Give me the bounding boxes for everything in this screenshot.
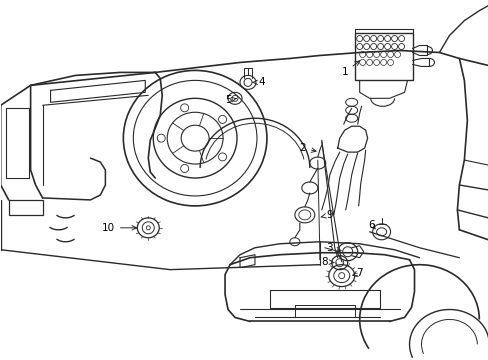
Text: 5: 5 [224, 95, 236, 105]
Text: 2: 2 [299, 143, 315, 153]
Text: 8: 8 [321, 257, 333, 267]
Text: 9: 9 [320, 210, 332, 220]
Text: 6: 6 [367, 220, 374, 230]
FancyBboxPatch shape [354, 32, 412, 80]
Text: 3: 3 [326, 243, 340, 253]
Text: 7: 7 [352, 267, 362, 278]
Text: 4: 4 [252, 77, 264, 87]
Text: 10: 10 [102, 223, 136, 233]
Text: 1: 1 [341, 61, 359, 77]
